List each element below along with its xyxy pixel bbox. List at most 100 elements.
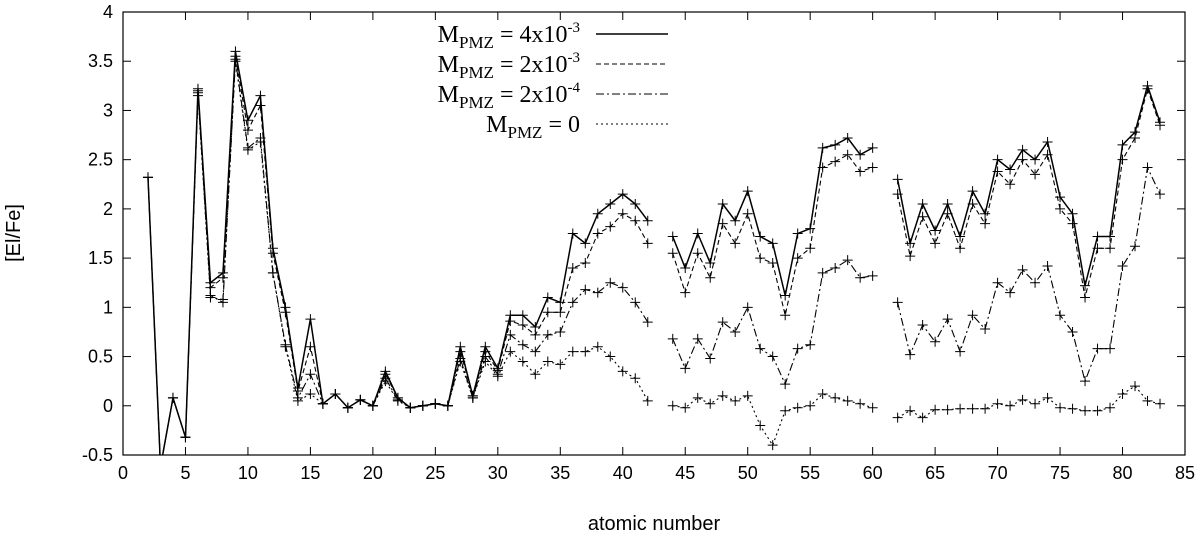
series-layer — [142, 46, 1166, 472]
data-point-marker — [830, 139, 841, 150]
data-point-marker — [942, 314, 953, 325]
data-point-marker — [1005, 179, 1016, 190]
data-point-marker — [155, 462, 165, 472]
data-point-marker — [1030, 277, 1041, 288]
data-point-marker — [892, 189, 903, 200]
data-point-marker — [1030, 398, 1041, 409]
data-point-marker — [817, 267, 828, 278]
x-tick-label: 40 — [613, 463, 633, 483]
data-point-marker — [255, 100, 266, 111]
data-point-marker — [617, 282, 628, 293]
legend-label: MPMZ = 0 — [486, 112, 580, 142]
legend-entry: MPMZ = 2x10-4​ — [438, 80, 668, 112]
data-point-marker — [567, 346, 578, 357]
data-point-marker — [530, 329, 541, 340]
data-point-marker — [267, 267, 278, 278]
data-point-marker — [530, 346, 541, 357]
data-point-marker — [617, 208, 628, 219]
data-point-marker — [1005, 287, 1016, 298]
data-point-marker — [867, 270, 878, 281]
series-line — [897, 385, 1161, 419]
series-line — [896, 83, 1161, 286]
data-point-marker — [1142, 83, 1153, 94]
data-point-marker — [592, 208, 603, 219]
x-tick-label: 15 — [300, 463, 320, 483]
data-point-marker — [717, 218, 728, 229]
data-point-marker — [930, 238, 941, 249]
data-point-marker — [330, 388, 341, 399]
data-point-marker — [1042, 392, 1053, 403]
data-point-marker — [430, 398, 441, 409]
data-point-marker — [830, 392, 841, 403]
data-point-marker — [542, 356, 553, 367]
data-point-marker — [517, 356, 528, 367]
data-point-marker — [980, 403, 991, 414]
series-line — [672, 259, 873, 386]
data-point-marker — [755, 343, 766, 354]
data-point-marker — [1117, 388, 1128, 399]
data-point-marker — [1017, 144, 1028, 155]
data-point-marker — [917, 198, 928, 209]
data-point-marker — [1080, 405, 1091, 416]
data-point-marker — [1155, 120, 1166, 131]
data-point-marker — [1055, 310, 1066, 321]
series-line — [672, 393, 873, 447]
data-point-marker — [967, 198, 978, 209]
data-point-marker — [792, 402, 803, 413]
x-tick-label: 50 — [738, 463, 758, 483]
data-point-marker — [1142, 162, 1153, 173]
data-point-marker — [1055, 402, 1066, 413]
data-point-marker — [892, 174, 903, 185]
data-point-marker — [1080, 280, 1091, 291]
data-point-marker — [1117, 154, 1128, 165]
data-point-marker — [742, 208, 753, 219]
data-point-marker — [980, 208, 991, 219]
series-dashdot — [142, 54, 1166, 455]
data-point-marker — [555, 359, 566, 370]
data-point-marker — [605, 198, 616, 209]
data-point-marker — [955, 403, 966, 414]
data-point-marker — [792, 343, 803, 354]
data-point-marker — [1105, 243, 1116, 254]
data-point-marker — [380, 376, 391, 387]
data-point-marker — [1092, 405, 1103, 416]
data-point-marker — [905, 405, 916, 416]
data-point-marker — [1117, 260, 1128, 271]
data-point-marker — [242, 115, 253, 126]
data-point-marker — [992, 398, 1003, 409]
data-point-marker — [705, 353, 716, 364]
data-point-marker — [255, 90, 266, 101]
data-point-marker — [630, 198, 641, 209]
data-point-marker — [317, 398, 328, 409]
data-point-marker — [692, 392, 703, 403]
data-point-marker — [992, 166, 1003, 177]
series-line — [897, 86, 1161, 298]
data-point-marker — [492, 371, 503, 382]
data-point-marker — [917, 211, 928, 222]
data-point-marker — [905, 238, 916, 249]
data-point-marker — [642, 395, 653, 406]
data-point-marker — [180, 432, 191, 443]
x-tick-label: 60 — [863, 463, 883, 483]
series-solid — [142, 46, 1166, 455]
y-tick-label: 2.5 — [88, 150, 113, 170]
data-point-marker — [892, 412, 903, 423]
data-point-marker — [1130, 381, 1141, 392]
y-tick-label: 4 — [103, 2, 113, 22]
data-point-marker — [792, 253, 803, 264]
data-point-marker — [280, 341, 291, 352]
legend-entry: MPMZ = 2x10-3​ — [438, 50, 668, 82]
data-point-marker — [692, 333, 703, 344]
data-point-marker — [742, 390, 753, 401]
data-point-marker — [505, 346, 516, 357]
data-point-marker — [705, 258, 716, 269]
data-point-marker — [767, 238, 778, 249]
data-point-marker — [1030, 169, 1041, 180]
data-point-marker — [1130, 241, 1141, 252]
data-point-marker — [730, 215, 741, 226]
y-tick-label: -0.5 — [82, 445, 113, 465]
data-point-marker — [642, 215, 653, 226]
data-point-marker — [217, 272, 228, 283]
x-tick-label: 25 — [425, 463, 445, 483]
data-point-marker — [567, 262, 578, 273]
